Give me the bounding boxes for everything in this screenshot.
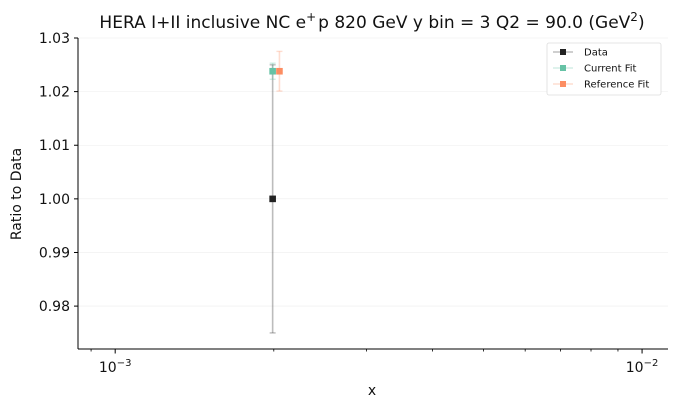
legend-box (546, 42, 662, 96)
x-axis-label: x (368, 383, 376, 399)
data-point-data (269, 195, 276, 203)
legend-marker (560, 49, 566, 55)
legend: Data Current Fit Reference Fit (546, 42, 662, 96)
data-marks (269, 50, 283, 334)
chart-title: HERA I+II inclusive NC e+ p 820 GeV y bin… (99, 10, 644, 33)
y-axis-label: Ratio to Data (9, 148, 25, 240)
y-tick-label: 1.02 (39, 85, 70, 101)
data-point-reference-fit (276, 67, 283, 75)
y-tick-label: 0.99 (39, 245, 70, 261)
x-ticks: 10−3 10−2 (90, 349, 659, 376)
x-tick-label: 10−2 (626, 358, 659, 376)
data-point-current-fit (269, 67, 276, 75)
axes (77, 38, 668, 350)
x-tick-label: 10−3 (99, 358, 132, 376)
legend-label-data: Data (584, 48, 608, 59)
legend-marker (560, 65, 566, 71)
y-tick-label: 0.98 (39, 299, 70, 315)
legend-label-reference-fit: Reference Fit (584, 80, 649, 91)
y-ticks: 0.98 0.99 1.00 1.01 1.02 1.03 (39, 31, 78, 315)
y-tick-label: 1.01 (39, 138, 70, 154)
grid (78, 37, 668, 307)
legend-label-current-fit: Current Fit (584, 64, 637, 75)
y-tick-label: 1.00 (39, 192, 70, 208)
legend-marker (560, 81, 566, 87)
y-tick-label: 1.03 (39, 31, 70, 47)
